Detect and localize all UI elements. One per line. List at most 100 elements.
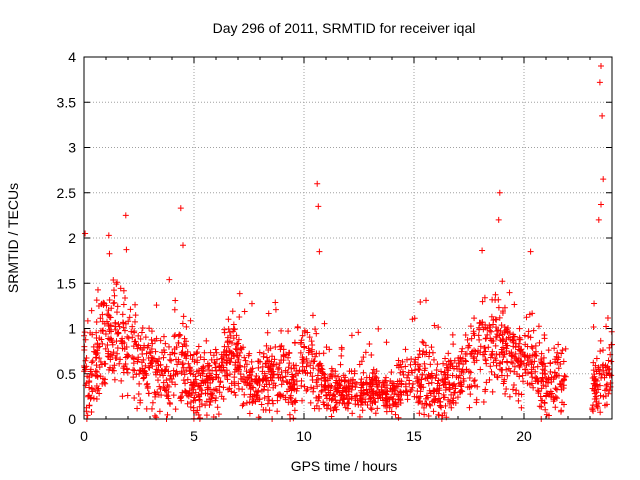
data-point (591, 300, 598, 307)
data-point (131, 367, 138, 374)
data-point (313, 379, 320, 386)
data-point (467, 323, 474, 330)
data-point (318, 375, 325, 382)
data-point (293, 378, 300, 385)
data-point (93, 362, 100, 369)
data-point (102, 345, 109, 352)
data-point (309, 346, 316, 353)
data-point (522, 353, 529, 360)
data-point (383, 391, 390, 398)
data-point (303, 355, 310, 362)
data-point (367, 405, 374, 412)
data-point (100, 327, 107, 334)
data-point (129, 334, 136, 341)
data-point (277, 392, 284, 399)
data-point (116, 360, 123, 367)
data-point (180, 364, 187, 371)
data-point (503, 366, 510, 373)
data-point (131, 329, 138, 336)
data-point (529, 310, 536, 317)
y-tick-label: 0 (68, 411, 76, 427)
data-point (596, 370, 603, 377)
data-point (527, 359, 534, 366)
data-point (328, 397, 335, 404)
data-point (182, 380, 189, 387)
data-point (593, 378, 600, 385)
data-point (435, 324, 442, 331)
data-point (500, 380, 507, 387)
data-point (448, 391, 455, 398)
data-point (321, 383, 328, 390)
data-point (366, 386, 373, 393)
data-point (592, 362, 599, 369)
data-point (110, 367, 117, 374)
data-point (93, 372, 100, 379)
data-point (547, 359, 554, 366)
data-point (375, 325, 382, 332)
data-point (518, 391, 525, 398)
data-point (501, 304, 508, 311)
data-point (114, 279, 121, 286)
data-point (193, 350, 200, 357)
y-tick-label: 4 (68, 49, 76, 65)
data-point (286, 360, 293, 367)
data-point (174, 361, 181, 368)
data-point (165, 343, 172, 350)
data-point (472, 348, 479, 355)
data-point (435, 411, 442, 418)
data-point (313, 350, 320, 357)
data-point (118, 377, 125, 384)
data-point (220, 384, 227, 391)
data-point (179, 361, 186, 368)
data-point (451, 389, 458, 396)
data-point (589, 385, 596, 392)
data-point (512, 340, 519, 347)
data-point (359, 381, 366, 388)
data-point (460, 361, 467, 368)
data-point (530, 327, 537, 334)
data-point (250, 384, 257, 391)
data-point (164, 411, 171, 418)
data-point (298, 339, 305, 346)
data-point (383, 395, 390, 402)
data-point (355, 329, 362, 336)
data-point (160, 354, 167, 361)
data-point (217, 378, 224, 385)
data-point (149, 340, 156, 347)
data-point (430, 408, 437, 415)
data-point (195, 411, 202, 418)
data-point (110, 300, 117, 307)
data-point (538, 350, 545, 357)
data-point (451, 389, 458, 396)
data-point (164, 393, 171, 400)
data-point (382, 384, 389, 391)
data-point (86, 377, 93, 384)
data-point (554, 395, 561, 402)
data-point (374, 392, 381, 399)
data-point (148, 328, 155, 335)
data-point (496, 189, 503, 196)
data-point (426, 353, 433, 360)
data-point (442, 355, 449, 362)
data-point (530, 364, 537, 371)
data-point (163, 363, 170, 370)
data-point (269, 353, 276, 360)
data-point (368, 352, 375, 359)
data-point (248, 358, 255, 365)
data-point (552, 404, 559, 411)
data-point (287, 392, 294, 399)
data-point (551, 345, 558, 352)
data-point (124, 392, 131, 399)
data-point (409, 384, 416, 391)
data-point (172, 297, 179, 304)
data-point (370, 366, 377, 373)
data-point (203, 337, 210, 344)
data-point (510, 382, 517, 389)
data-point (190, 397, 197, 404)
data-point (225, 386, 232, 393)
data-point (276, 360, 283, 367)
x-tick-label: 0 (80, 428, 88, 444)
data-point (438, 368, 445, 375)
data-point (473, 396, 480, 403)
data-point (555, 365, 562, 372)
